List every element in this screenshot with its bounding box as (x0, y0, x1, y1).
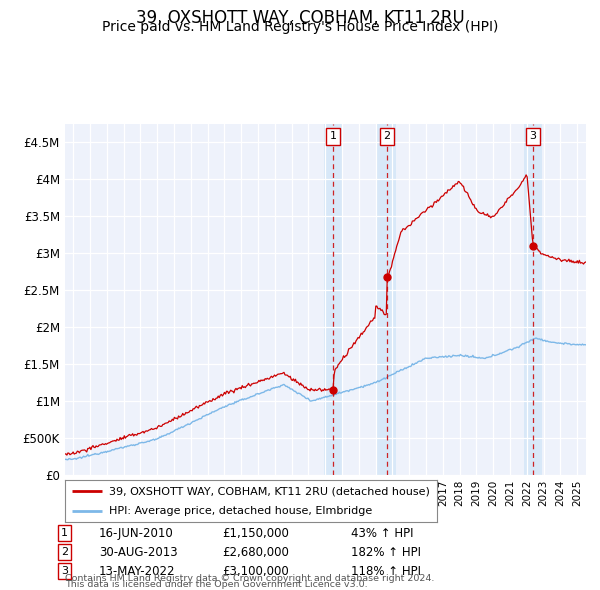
Text: 3: 3 (61, 566, 68, 576)
Text: 2: 2 (383, 131, 390, 141)
Text: 2: 2 (61, 548, 68, 557)
Text: 30-AUG-2013: 30-AUG-2013 (99, 546, 178, 559)
Text: 1: 1 (329, 131, 337, 141)
Text: HPI: Average price, detached house, Elmbridge: HPI: Average price, detached house, Elmb… (109, 506, 373, 516)
Text: 16-JUN-2010: 16-JUN-2010 (99, 527, 174, 540)
Text: 43% ↑ HPI: 43% ↑ HPI (351, 527, 413, 540)
Text: Contains HM Land Registry data © Crown copyright and database right 2024.: Contains HM Land Registry data © Crown c… (65, 574, 434, 583)
Text: 39, OXSHOTT WAY, COBHAM, KT11 2RU (detached house): 39, OXSHOTT WAY, COBHAM, KT11 2RU (detac… (109, 486, 430, 496)
Text: £3,100,000: £3,100,000 (222, 565, 289, 578)
Bar (524, 124, 542, 475)
Text: 3: 3 (530, 131, 536, 141)
Bar (323, 124, 342, 475)
Text: 39, OXSHOTT WAY, COBHAM, KT11 2RU: 39, OXSHOTT WAY, COBHAM, KT11 2RU (136, 9, 464, 28)
Text: 1: 1 (61, 529, 68, 538)
Text: Price paid vs. HM Land Registry's House Price Index (HPI): Price paid vs. HM Land Registry's House … (102, 20, 498, 34)
Text: 13-MAY-2022: 13-MAY-2022 (99, 565, 176, 578)
Text: This data is licensed under the Open Government Licence v3.0.: This data is licensed under the Open Gov… (65, 581, 367, 589)
Text: £2,680,000: £2,680,000 (222, 546, 289, 559)
Text: 118% ↑ HPI: 118% ↑ HPI (351, 565, 421, 578)
Text: 182% ↑ HPI: 182% ↑ HPI (351, 546, 421, 559)
Bar (377, 124, 396, 475)
Text: £1,150,000: £1,150,000 (222, 527, 289, 540)
